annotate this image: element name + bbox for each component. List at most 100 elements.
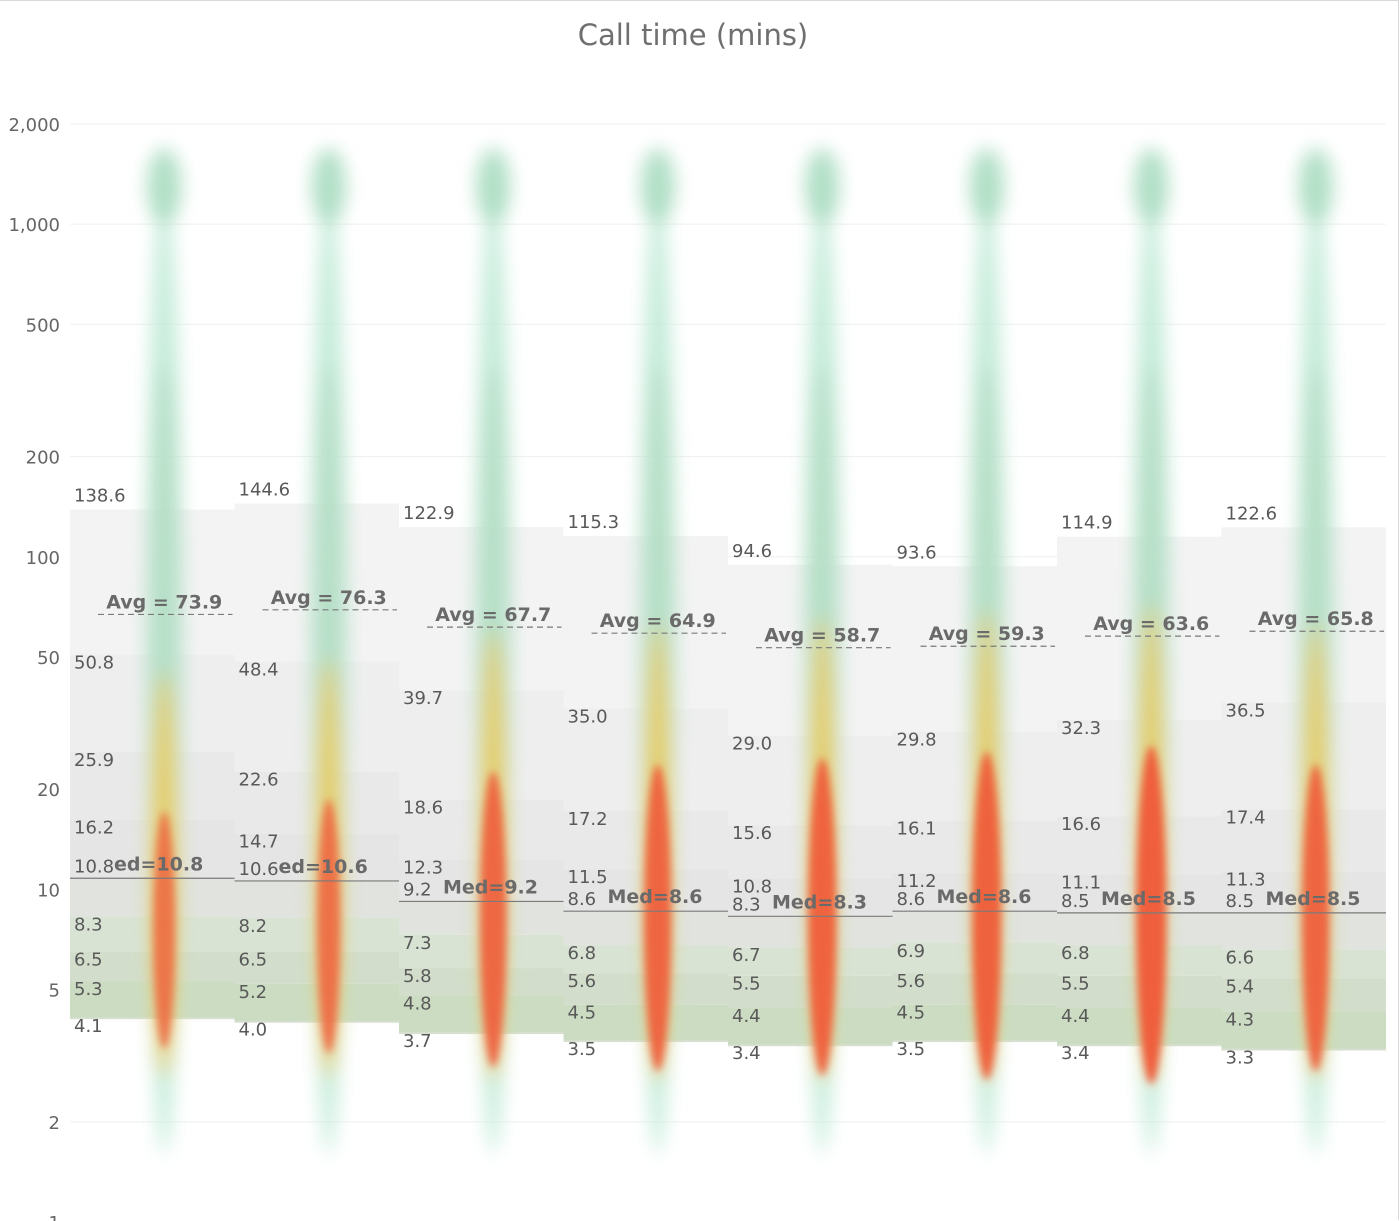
percentile-label: 5.2 <box>239 982 268 1003</box>
avg-label: Avg = 67.7 <box>435 604 551 626</box>
percentile-label: 18.6 <box>403 798 443 819</box>
percentile-label: 122.6 <box>1226 503 1278 524</box>
percentile-label: 4.5 <box>568 1003 597 1024</box>
percentile-label: 8.5 <box>1226 891 1255 912</box>
percentile-band-edge <box>1221 1048 1386 1051</box>
percentile-band-edge <box>892 1040 1057 1043</box>
density-top-blob <box>147 148 182 225</box>
percentile-label: 17.2 <box>568 809 608 830</box>
percentile-label: 5.6 <box>568 971 597 992</box>
percentile-label: 16.2 <box>74 818 114 839</box>
median-label: ed=10.6 <box>279 856 368 878</box>
percentile-label: 16.6 <box>1061 814 1101 835</box>
density-high <box>480 771 507 1068</box>
median-label: Med=8.6 <box>937 886 1032 908</box>
percentile-label: 5.4 <box>1226 976 1255 997</box>
percentile-label: 114.9 <box>1061 513 1113 534</box>
percentile-label: 14.7 <box>239 832 279 853</box>
percentile-label: 6.5 <box>239 950 268 971</box>
percentile-label: 16.1 <box>897 819 937 840</box>
percentile-label: 25.9 <box>74 750 114 771</box>
y-tick-label: 2 <box>49 1113 60 1134</box>
median-label: Med=8.5 <box>1266 888 1361 910</box>
percentile-label: 15.6 <box>732 823 772 844</box>
median-label: Med=8.5 <box>1101 888 1196 910</box>
chart-title: Call time (mins) <box>577 18 809 52</box>
density-top-blob <box>640 148 675 225</box>
percentile-label: 5.5 <box>1061 974 1090 995</box>
percentile-label: 122.9 <box>403 503 455 524</box>
percentile-label: 5.8 <box>403 966 432 987</box>
avg-label: Avg = 58.7 <box>764 625 880 647</box>
percentile-label: 11.3 <box>1226 870 1266 891</box>
percentile-label: 144.6 <box>239 479 291 500</box>
y-tick-label: 100 <box>26 548 60 569</box>
y-tick-label: 50 <box>37 648 60 669</box>
percentile-band-edge <box>563 1040 728 1043</box>
percentile-label: 6.8 <box>568 943 597 964</box>
percentile-label: 8.3 <box>74 914 103 935</box>
percentile-label: 4.4 <box>732 1006 761 1027</box>
stat-lines <box>70 609 1386 917</box>
percentile-label: 6.6 <box>1226 947 1255 968</box>
percentile-label: 35.0 <box>568 706 608 727</box>
y-tick-label: 1 <box>49 1213 60 1221</box>
density-strips <box>146 148 1334 1155</box>
avg-label: Avg = 64.9 <box>600 610 716 632</box>
percentile-label: 7.3 <box>403 933 432 954</box>
percentile-label: 39.7 <box>403 688 443 709</box>
density-core <box>644 764 672 1072</box>
percentile-label: 10.8 <box>74 856 114 877</box>
percentile-label: 4.0 <box>239 1020 268 1041</box>
percentile-label: 12.3 <box>403 857 443 878</box>
percentile-label: 5.5 <box>732 974 761 995</box>
percentile-label: 115.3 <box>568 512 620 533</box>
percentile-label: 3.3 <box>1226 1048 1255 1069</box>
density-top-blob <box>969 148 1004 225</box>
median-label: ed=10.8 <box>114 853 203 875</box>
density-high <box>972 751 1002 1080</box>
percentile-label: 29.0 <box>732 734 772 755</box>
percentile-label: 50.8 <box>74 653 114 674</box>
percentile-label: 17.4 <box>1226 807 1266 828</box>
avg-label: Avg = 65.8 <box>1258 608 1374 630</box>
percentile-label: 4.8 <box>403 993 432 1014</box>
y-tick-label: 500 <box>26 315 60 336</box>
percentile-band-edge <box>1057 1044 1222 1047</box>
avg-label: Avg = 59.3 <box>929 623 1045 645</box>
percentile-label: 6.7 <box>732 945 761 966</box>
avg-label: Avg = 76.3 <box>271 587 387 609</box>
percentile-label: 11.5 <box>568 867 608 888</box>
percentile-label: 48.4 <box>239 660 279 681</box>
percentile-label: 29.8 <box>897 730 937 751</box>
density-high <box>1136 745 1167 1084</box>
median-label: Med=9.2 <box>443 876 538 898</box>
percentile-label: 36.5 <box>1226 700 1266 721</box>
avg-label: Avg = 63.6 <box>1093 613 1209 635</box>
y-tick-label: 10 <box>37 880 60 901</box>
percentile-label: 8.3 <box>732 894 761 915</box>
density-core <box>480 771 507 1068</box>
percentile-label: 6.5 <box>74 950 103 971</box>
density-high <box>153 811 176 1049</box>
percentile-band-edge <box>728 1044 893 1047</box>
percentile-label: 4.5 <box>897 1003 926 1024</box>
percentile-label: 6.9 <box>897 941 926 962</box>
percentile-label: 93.6 <box>897 542 937 563</box>
percentile-label: 6.8 <box>1061 943 1090 964</box>
percentile-band-edge <box>399 1032 564 1035</box>
percentile-label: 32.3 <box>1061 718 1101 739</box>
density-high <box>1302 764 1330 1072</box>
density-top-blob <box>476 148 511 225</box>
density-high <box>644 764 672 1072</box>
percentile-label: 22.6 <box>239 770 279 791</box>
percentile-label: 4.3 <box>1226 1009 1255 1030</box>
percentile-label: 11.1 <box>1061 872 1101 893</box>
y-tick-label: 200 <box>26 448 60 469</box>
percentile-label: 10.8 <box>732 876 772 897</box>
percentile-label: 138.6 <box>74 486 126 507</box>
density-core <box>317 799 341 1054</box>
percentile-label: 3.4 <box>732 1043 761 1064</box>
